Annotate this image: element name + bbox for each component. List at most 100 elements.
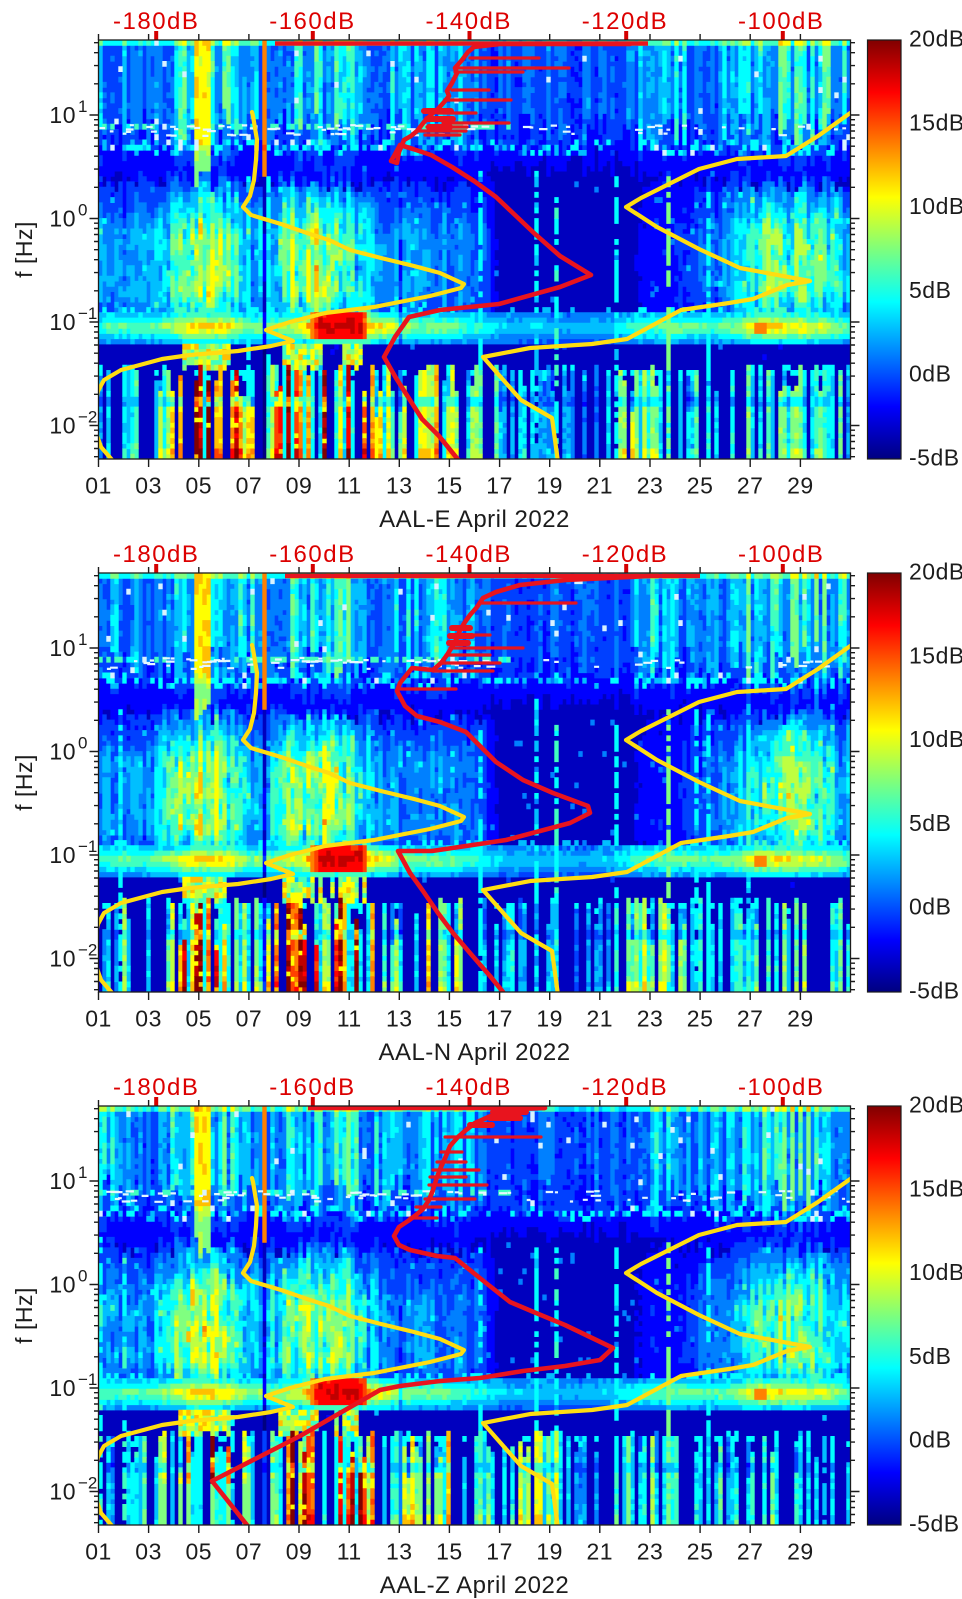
svg-text:-100dB: -100dB [738,541,824,568]
svg-text:10: 10 [49,739,76,765]
svg-text:23: 23 [637,473,664,499]
svg-text:10: 10 [49,1272,76,1298]
svg-text:0dB: 0dB [909,1427,951,1453]
svg-text:5dB: 5dB [909,1343,951,1369]
svg-text:11: 11 [337,1006,362,1032]
svg-text:01: 01 [85,1006,112,1032]
svg-text:27: 27 [737,473,764,499]
svg-text:−1: −1 [78,837,97,856]
svg-text:10: 10 [49,206,76,232]
svg-text:1: 1 [78,630,87,649]
svg-text:-120dB: -120dB [582,541,668,568]
svg-text:-180dB: -180dB [113,8,199,35]
svg-text:-180dB: -180dB [113,1074,199,1101]
svg-text:13: 13 [386,1539,413,1565]
svg-text:17: 17 [486,1006,513,1032]
svg-text:17: 17 [486,473,513,499]
svg-text:0: 0 [78,734,87,753]
svg-text:10dB: 10dB [909,193,962,219]
svg-text:10: 10 [49,1168,76,1194]
svg-text:f [Hz]: f [Hz] [11,754,37,811]
svg-text:19: 19 [536,1539,563,1565]
svg-text:-140dB: -140dB [426,1074,512,1101]
svg-text:07: 07 [236,473,263,499]
svg-text:27: 27 [737,1006,764,1032]
svg-text:0: 0 [78,201,87,220]
svg-text:−2: −2 [78,408,97,427]
svg-text:20dB: 20dB [909,1092,962,1118]
svg-text:01: 01 [85,473,112,499]
svg-text:15dB: 15dB [909,642,962,668]
svg-text:27: 27 [737,1539,764,1565]
svg-text:-120dB: -120dB [582,8,668,35]
svg-text:11: 11 [337,473,362,499]
svg-text:10: 10 [49,842,76,868]
svg-text:21: 21 [587,473,614,499]
svg-text:15dB: 15dB [909,1175,962,1201]
svg-text:10: 10 [49,309,76,335]
svg-text:10: 10 [49,946,76,972]
svg-text:05: 05 [186,1539,213,1565]
svg-text:AAL-E April 2022: AAL-E April 2022 [379,506,570,533]
svg-text:10dB: 10dB [909,1259,962,1285]
svg-text:-160dB: -160dB [269,8,355,35]
svg-text:15: 15 [436,1539,463,1565]
svg-text:-5dB: -5dB [909,978,960,1004]
svg-text:10: 10 [49,102,76,128]
svg-text:15dB: 15dB [909,109,962,135]
svg-text:10: 10 [49,413,76,439]
svg-text:25: 25 [687,1539,714,1565]
svg-text:19: 19 [536,473,563,499]
svg-text:-100dB: -100dB [738,1074,824,1101]
svg-text:−2: −2 [78,1474,97,1493]
svg-text:−1: −1 [78,304,97,323]
svg-text:0dB: 0dB [909,894,951,920]
svg-text:03: 03 [135,473,162,499]
svg-text:29: 29 [787,473,814,499]
svg-text:03: 03 [135,1539,162,1565]
svg-text:5dB: 5dB [909,277,951,303]
svg-text:0dB: 0dB [909,361,951,387]
svg-text:-160dB: -160dB [269,541,355,568]
svg-text:07: 07 [236,1006,263,1032]
svg-text:25: 25 [687,1006,714,1032]
svg-text:-120dB: -120dB [582,1074,668,1101]
svg-text:23: 23 [637,1539,664,1565]
svg-text:11: 11 [337,1539,362,1565]
svg-text:15: 15 [436,473,463,499]
svg-text:29: 29 [787,1006,814,1032]
svg-text:−2: −2 [78,941,97,960]
svg-text:-160dB: -160dB [269,1074,355,1101]
svg-text:09: 09 [286,473,313,499]
svg-text:17: 17 [486,1539,513,1565]
svg-text:0: 0 [78,1267,87,1286]
svg-text:AAL-Z April 2022: AAL-Z April 2022 [380,1572,569,1599]
svg-text:05: 05 [186,1006,213,1032]
svg-text:1: 1 [78,1163,87,1182]
svg-text:09: 09 [286,1006,313,1032]
svg-text:13: 13 [386,473,413,499]
svg-text:05: 05 [186,473,213,499]
svg-text:1: 1 [78,97,87,116]
svg-text:01: 01 [85,1539,112,1565]
svg-text:23: 23 [637,1006,664,1032]
svg-text:-180dB: -180dB [113,541,199,568]
svg-text:5dB: 5dB [909,810,951,836]
svg-text:21: 21 [587,1539,614,1565]
svg-text:f [Hz]: f [Hz] [11,221,37,278]
svg-text:f [Hz]: f [Hz] [11,1287,37,1344]
svg-text:03: 03 [135,1006,162,1032]
svg-text:10dB: 10dB [909,726,962,752]
svg-text:25: 25 [687,473,714,499]
svg-text:-5dB: -5dB [909,445,960,471]
svg-text:21: 21 [587,1006,614,1032]
svg-text:-140dB: -140dB [426,541,512,568]
svg-text:09: 09 [286,1539,313,1565]
svg-text:10: 10 [49,635,76,661]
svg-text:-140dB: -140dB [426,8,512,35]
svg-text:20dB: 20dB [909,559,962,585]
svg-text:07: 07 [236,1539,263,1565]
svg-text:29: 29 [787,1539,814,1565]
svg-text:AAL-N April 2022: AAL-N April 2022 [378,1039,570,1066]
svg-text:10: 10 [49,1479,76,1505]
